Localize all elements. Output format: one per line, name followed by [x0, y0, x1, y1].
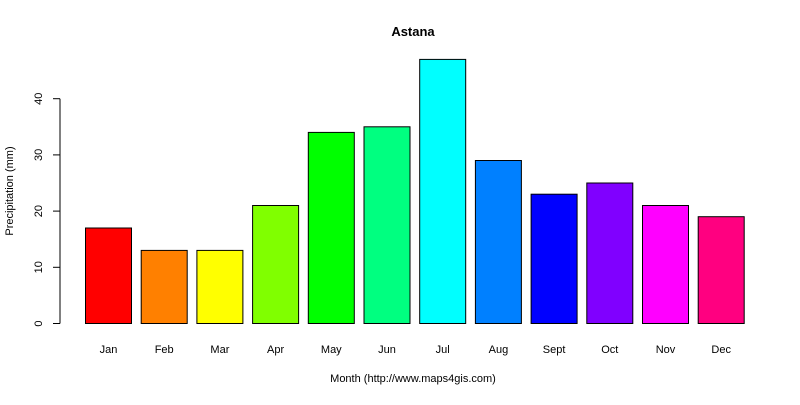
y-axis: 0 10 20 30 40 — [33, 93, 61, 327]
y-tick-label-0: 0 — [33, 320, 45, 326]
x-tick-label-apr: Apr — [267, 344, 284, 356]
bar-jun — [363, 126, 411, 324]
x-tick-label-jun: Jun — [378, 344, 396, 356]
x-axis-label: Month (http://www.maps4gis.com) — [330, 373, 496, 385]
bar-oct — [586, 182, 634, 324]
x-tick-label-oct: Oct — [601, 344, 618, 356]
x-tick-label-feb: Feb — [155, 344, 174, 356]
x-tick-label-jan: Jan — [100, 344, 118, 356]
bar-apr — [252, 205, 300, 324]
bar-mar — [196, 249, 244, 324]
chart-title: Astana — [391, 24, 435, 39]
bars-group — [85, 58, 745, 325]
x-tick-label-jul: Jul — [436, 344, 450, 356]
x-tick-labels: Jan Feb Mar Apr May Jun Jul Aug Sept Oct Nov Dec — [100, 344, 732, 356]
bar-may — [307, 131, 355, 324]
y-tick-label-10: 10 — [33, 261, 45, 273]
x-tick-label-aug: Aug — [489, 344, 509, 356]
bar-jan — [85, 227, 132, 324]
x-tick-label-mar: Mar — [210, 344, 229, 356]
bar-aug — [474, 160, 522, 324]
bar-jul — [419, 58, 467, 325]
y-tick-label-40: 40 — [33, 93, 45, 105]
bar-nov — [642, 205, 689, 324]
y-tick-label-30: 30 — [33, 149, 45, 161]
x-tick-label-may: May — [321, 344, 342, 356]
x-tick-label-sept: Sept — [543, 344, 566, 356]
x-tick-label-nov: Nov — [656, 344, 676, 356]
bar-sept — [530, 193, 578, 324]
y-axis-label: Precipitation (mm) — [4, 146, 16, 235]
bar-feb — [140, 249, 188, 324]
x-tick-label-dec: Dec — [711, 344, 731, 356]
bar-dec — [697, 216, 745, 324]
y-tick-label-20: 20 — [33, 205, 45, 217]
